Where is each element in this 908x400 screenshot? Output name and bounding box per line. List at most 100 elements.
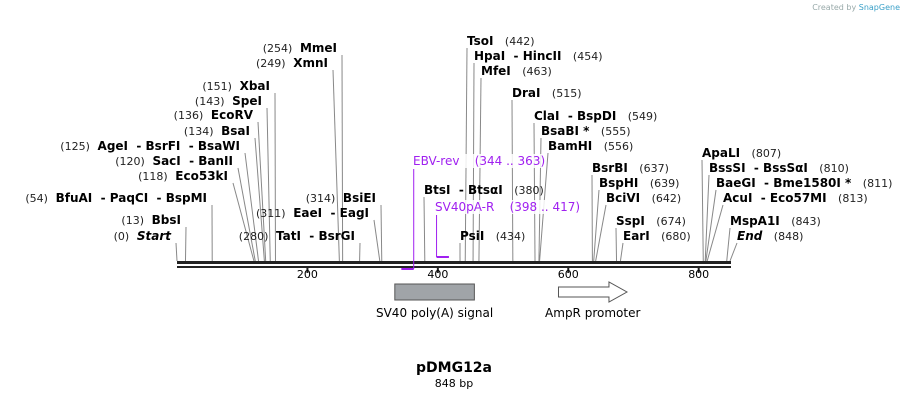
cut-position: (848) <box>773 230 804 243</box>
site-label[interactable]: (280) TatI - BsrGI <box>239 229 355 244</box>
ruler-tick-label: 400 <box>427 268 449 281</box>
site-label[interactable]: BaeGI - Bme1580I * (811) <box>716 176 892 191</box>
site-label[interactable]: End (848) <box>737 229 803 244</box>
site-label[interactable]: (120) SacI - BanII <box>115 154 233 169</box>
site-label[interactable]: (134) BsaI <box>184 124 250 139</box>
cut-position: (463) <box>522 65 552 78</box>
enzyme-name: BsaBI * <box>541 124 590 138</box>
site-label[interactable]: (311) EaeI - EagI <box>256 206 369 221</box>
enzyme-name: BspHI <box>599 176 639 190</box>
enzyme-name: TatI - BsrGI <box>276 229 355 243</box>
site-label[interactable]: ApaLI (807) <box>702 146 781 161</box>
site-label[interactable]: (151) XbaI <box>202 79 270 94</box>
site-line <box>332 69 340 262</box>
site-label[interactable]: (13) BbsI <box>121 213 181 228</box>
cut-position: (637) <box>639 162 669 175</box>
cut-position: (280) <box>238 230 269 243</box>
site-label[interactable]: (118) Eco53kI <box>138 169 228 184</box>
site-label[interactable]: (125) AgeI - BsrFI - BsaWI <box>60 139 240 154</box>
cut-position: (380) <box>514 184 544 197</box>
primer-label[interactable]: SV40pA-R (398 .. 417) <box>435 200 581 214</box>
site-line <box>266 107 271 262</box>
enzyme-name: MmeI <box>299 41 337 55</box>
primer-name: EBV-rev <box>413 154 460 168</box>
site-line <box>380 204 383 262</box>
backbone-top-strand <box>177 261 731 264</box>
cut-position: (434) <box>495 230 526 243</box>
enzyme-name: BfuAI - PaqCI - BspMI <box>55 191 207 205</box>
site-label[interactable]: (54) BfuAI - PaqCI - BspMI <box>25 191 207 206</box>
enzyme-name: XmnI <box>293 56 328 70</box>
site-line <box>478 77 482 262</box>
site-line <box>729 242 738 262</box>
enzyme-name: DraI <box>512 86 541 100</box>
enzyme-name: SpeI <box>232 94 262 108</box>
site-label[interactable]: (314) BsiEI <box>306 191 376 206</box>
enzyme-name: MspA1I <box>730 214 780 228</box>
site-label[interactable]: ClaI - BspDI (549) <box>534 109 657 124</box>
site-label[interactable]: EarI (680) <box>623 229 691 244</box>
cut-position: (118) <box>138 170 168 183</box>
feature-box <box>394 283 475 301</box>
enzyme-name: Eco53kI <box>175 169 228 183</box>
site-label[interactable]: BamHI (556) <box>548 139 633 154</box>
site-label[interactable]: MspA1I (843) <box>730 214 821 229</box>
site-label[interactable]: MfeI (463) <box>481 64 552 79</box>
ruler-tick-label: 600 <box>557 268 579 281</box>
cut-position: (442) <box>504 35 535 48</box>
enzyme-name: EarI <box>623 229 650 243</box>
site-line <box>175 242 178 262</box>
site-line <box>237 167 256 262</box>
site-label[interactable]: PsiI (434) <box>460 229 525 244</box>
enzyme-name: TsoI <box>467 34 494 48</box>
enzyme-name: EcoRV <box>210 108 253 122</box>
site-line <box>373 219 381 262</box>
enzyme-name: MfeI <box>481 64 511 78</box>
cut-position: (642) <box>651 192 682 205</box>
cut-position: (125) <box>60 140 90 153</box>
site-label[interactable]: (254) MmeI <box>263 41 337 56</box>
site-label[interactable]: BtsI - BtsαI (380) <box>424 183 544 198</box>
primer-name: SV40pA-R <box>435 200 495 214</box>
site-label[interactable]: HpaI - HincII (454) <box>474 49 603 64</box>
site-label[interactable]: BsrBI (637) <box>592 161 669 176</box>
backbone-bottom-strand <box>177 266 731 268</box>
feature-label[interactable]: SV40 poly(A) signal <box>375 306 494 320</box>
cut-position: (249) <box>256 57 286 70</box>
site-label[interactable]: DraI (515) <box>512 86 582 101</box>
site-line <box>533 122 536 262</box>
site-label[interactable]: BssSI - BssSαI (810) <box>709 161 849 176</box>
enzyme-name: PsiI <box>460 229 485 243</box>
site-label[interactable]: (249) XmnI <box>256 56 328 71</box>
enzyme-name: End <box>737 229 763 243</box>
enzyme-name: BciVI <box>606 191 641 205</box>
cut-position: (454) <box>572 50 603 63</box>
cut-position: (813) <box>838 192 868 205</box>
site-label[interactable]: BspHI (639) <box>599 176 679 191</box>
site-line <box>423 196 426 262</box>
cut-position: (0) <box>113 230 130 243</box>
site-label[interactable]: BciVI (642) <box>606 191 681 206</box>
site-line <box>184 226 187 262</box>
site-label[interactable]: AcuI - Eco57MI (813) <box>723 191 868 206</box>
site-label[interactable]: TsoI (442) <box>467 34 535 49</box>
cut-position: (254) <box>262 42 293 55</box>
feature-label[interactable]: AmpR promoter <box>545 306 641 320</box>
cut-position: (515) <box>551 87 582 100</box>
site-line <box>706 204 724 262</box>
plasmid-name: pDMG12a <box>416 360 492 376</box>
enzyme-name: XbaI <box>239 79 270 93</box>
site-label[interactable]: SspI (674) <box>616 214 686 229</box>
site-label[interactable]: (136) EcoRV <box>174 108 253 123</box>
primer-label[interactable]: EBV-rev (344 .. 363) <box>413 154 546 168</box>
plasmid-length: 848 bp <box>434 377 474 390</box>
site-line <box>511 99 514 262</box>
enzyme-name: BssSI - BssSαI <box>709 161 808 175</box>
site-label[interactable]: BsaBI * (555) <box>541 124 631 139</box>
cut-position: (810) <box>819 162 849 175</box>
site-label[interactable]: (0) Start <box>114 229 171 244</box>
cut-position: (314) <box>305 192 336 205</box>
site-label[interactable]: (143) SpeI <box>195 94 262 109</box>
enzyme-name: SacI - BanII <box>152 154 233 168</box>
feature-arrow <box>557 281 628 303</box>
